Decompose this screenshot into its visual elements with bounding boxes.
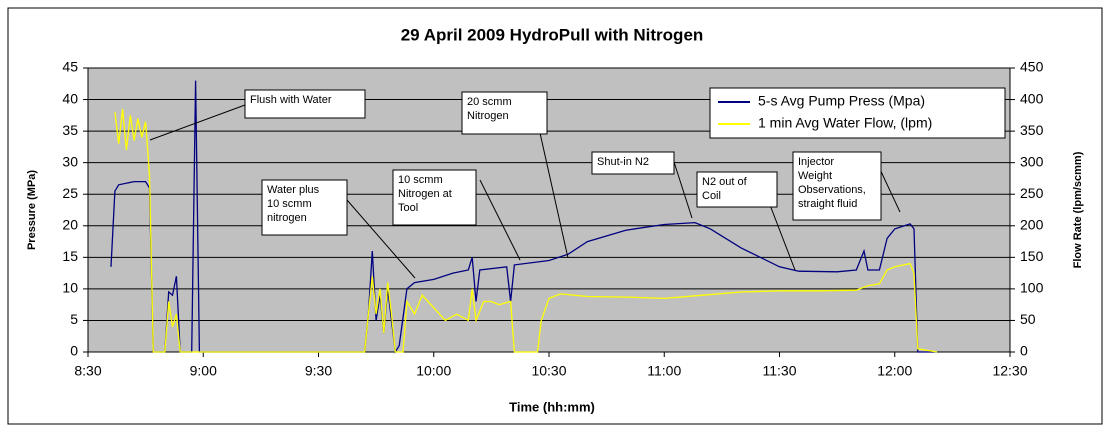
- annotation-text: nitrogen: [267, 212, 307, 224]
- y2-tick-label: 450: [1020, 59, 1044, 75]
- annotation-box: [591, 151, 675, 175]
- legend-box: [709, 87, 1006, 139]
- annotation-text: Nitrogen: [467, 110, 509, 122]
- annotation-text: 10 scmm: [398, 174, 443, 186]
- y-tick-label: 30: [62, 153, 78, 169]
- chart-title: 29 April 2009 HydroPull with Nitrogen: [401, 25, 704, 44]
- y-tick-label: 20: [62, 216, 78, 232]
- y2-tick-label: 350: [1020, 122, 1044, 138]
- y2-tick-label: 300: [1020, 153, 1044, 169]
- y2-tick-label: 150: [1020, 248, 1044, 264]
- y2-tick-label: 100: [1020, 280, 1044, 296]
- annotation-text: Nitrogen at: [398, 188, 452, 200]
- annotation-pointer: [673, 161, 693, 219]
- legend-label: 1 min Avg Water Flow, (lpm): [758, 115, 932, 131]
- y-tick-label: 0: [70, 343, 78, 359]
- annotation-text: Weight: [798, 170, 832, 182]
- annotation-box: [244, 89, 366, 119]
- series-line: [114, 108, 938, 353]
- x-tick-label: 9:00: [190, 363, 217, 379]
- x-tick-label: 10:30: [531, 363, 566, 379]
- series-line: [110, 80, 937, 354]
- x-tick-label: 12:00: [877, 363, 912, 379]
- annotation-box: [461, 91, 548, 135]
- y2-tick-label: 0: [1020, 343, 1028, 359]
- annotation-text: Shut-in N2: [597, 156, 649, 168]
- y-axis-label: Pressure (MPa): [26, 170, 38, 250]
- annotation-text: N2 out of: [702, 176, 748, 188]
- annotation-text: straight fluid: [798, 198, 857, 210]
- x-axis-label: Time (hh:mm): [509, 399, 595, 414]
- annotation-text: 20 scmm: [467, 96, 512, 108]
- y-tick-label: 35: [62, 122, 78, 138]
- annotation-pointer: [769, 204, 796, 271]
- x-tick-label: 12:30: [992, 363, 1027, 379]
- annotation-text: Tool: [398, 202, 418, 214]
- y2-tick-label: 50: [1020, 311, 1036, 327]
- annotation-text: Flush with Water: [250, 94, 332, 106]
- annotation-pointer: [346, 199, 416, 279]
- x-tick-label: 11:00: [647, 363, 681, 379]
- annotation-pointer: [539, 132, 569, 259]
- annotation-box: [261, 179, 348, 236]
- annotation-pointer: [479, 179, 521, 261]
- annotation-text: 10 scmm: [267, 198, 312, 210]
- x-tick-label: 10:00: [416, 363, 451, 379]
- legend-label: 5-s Avg Pump Press (Mpa): [758, 93, 925, 109]
- y-tick-label: 15: [62, 248, 78, 264]
- annotation-box: [392, 169, 477, 226]
- annotation-pointer: [877, 164, 901, 213]
- y-tick-label: 10: [62, 280, 78, 296]
- annotation-box: [792, 151, 882, 221]
- y2-axis-label: Flow Rate (lpm/scmm): [1072, 151, 1084, 268]
- y-tick-label: 40: [62, 90, 78, 106]
- annotation-text: Injector: [798, 156, 834, 168]
- annotation-text: Water plus: [267, 184, 320, 196]
- y2-tick-label: 400: [1020, 90, 1044, 106]
- x-tick-label: 11:30: [763, 363, 797, 379]
- y2-tick-label: 200: [1020, 216, 1044, 232]
- y-tick-label: 5: [70, 311, 78, 327]
- annotation-text: Coil: [702, 190, 721, 202]
- y-tick-label: 45: [62, 59, 78, 75]
- y-tick-label: 25: [62, 185, 78, 201]
- annotation-pointer: [149, 104, 246, 141]
- annotation-text: Observations,: [798, 184, 866, 196]
- x-tick-label: 8:30: [74, 363, 101, 379]
- y2-tick-label: 250: [1020, 185, 1044, 201]
- annotation-box: [696, 171, 778, 208]
- x-tick-label: 9:30: [305, 363, 332, 379]
